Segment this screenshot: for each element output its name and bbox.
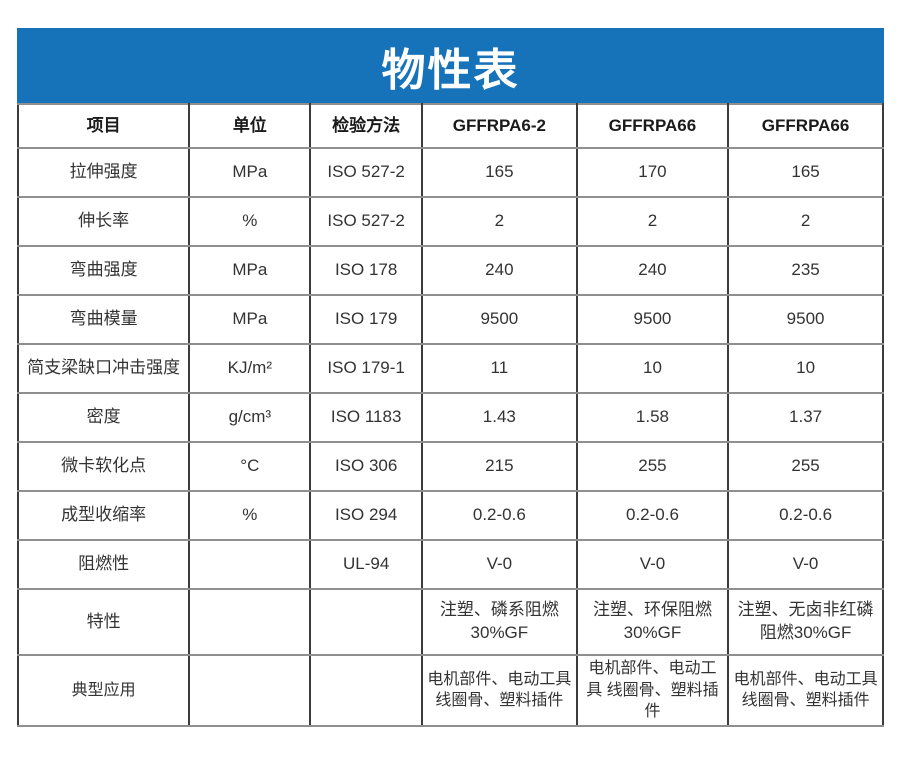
row-item-label: 典型应用 (16, 654, 191, 727)
header-row: 项目 单位 检验方法 GFFRPA6-2 GFFRPA66 GFFRPA66 (16, 103, 884, 149)
row-value-3: 235 (727, 245, 884, 296)
row-value-2: 170 (575, 147, 730, 198)
table-row: 典型应用 电机部件、电动工具 线圈骨、塑料插件 电机部件、电动工具 线圈骨、塑料… (16, 654, 884, 727)
table-row: 成型收缩率 % ISO 294 0.2-0.6 0.2-0.6 0.2-0.6 (16, 490, 884, 541)
table-title-bar: 物性表 (17, 28, 884, 103)
row-unit (188, 654, 312, 727)
row-item-label: 成型收缩率 (16, 490, 191, 541)
column-header-grade-2: GFFRPA66 (575, 103, 730, 149)
row-item-label: 密度 (16, 392, 191, 443)
row-method: ISO 527-2 (309, 147, 423, 198)
row-value-3: 9500 (727, 294, 884, 345)
column-header-item: 项目 (16, 103, 191, 149)
row-unit: g/cm³ (188, 392, 312, 443)
row-method: ISO 1183 (309, 392, 423, 443)
table-row: 密度 g/cm³ ISO 1183 1.43 1.58 1.37 (16, 392, 884, 443)
table-row: 伸长率 % ISO 527-2 2 2 2 (16, 196, 884, 247)
row-value-1: V-0 (420, 539, 578, 590)
row-value-3: 1.37 (727, 392, 884, 443)
column-header-unit: 单位 (188, 103, 312, 149)
row-value-1: 215 (420, 441, 578, 492)
row-unit: % (188, 196, 312, 247)
row-method (309, 588, 423, 656)
properties-table: 项目 单位 检验方法 GFFRPA6-2 GFFRPA66 GFFRPA66 拉… (16, 103, 884, 727)
row-unit (188, 588, 312, 656)
table-row: 拉伸强度 MPa ISO 527-2 165 170 165 (16, 147, 884, 198)
row-unit: KJ/m² (188, 343, 312, 394)
row-value-3: 注塑、无卤非红磷 阻燃30%GF (727, 588, 884, 656)
row-value-1: 240 (420, 245, 578, 296)
row-value-3: V-0 (727, 539, 884, 590)
row-item-label: 简支梁缺口冲击强度 (16, 343, 191, 394)
row-method: ISO 306 (309, 441, 423, 492)
row-method (309, 654, 423, 727)
row-value-2: 1.58 (575, 392, 730, 443)
row-value-3: 255 (727, 441, 884, 492)
row-item-label: 弯曲强度 (16, 245, 191, 296)
column-header-grade-3: GFFRPA66 (727, 103, 884, 149)
row-method: UL-94 (309, 539, 423, 590)
row-value-3: 10 (727, 343, 884, 394)
property-sheet: 物性表 项目 单位 检验方法 GFFRPA6-2 GFFRPA66 GFFRPA… (16, 28, 884, 727)
row-item-label: 特性 (16, 588, 191, 656)
row-value-1: 电机部件、电动工具 线圈骨、塑料插件 (420, 654, 578, 727)
row-value-1: 9500 (420, 294, 578, 345)
row-item-label: 伸长率 (16, 196, 191, 247)
column-header-grade-1: GFFRPA6-2 (420, 103, 578, 149)
row-value-3: 0.2-0.6 (727, 490, 884, 541)
row-value-1: 2 (420, 196, 578, 247)
row-item-label: 弯曲模量 (16, 294, 191, 345)
row-unit: % (188, 490, 312, 541)
row-method: ISO 178 (309, 245, 423, 296)
row-value-3: 电机部件、电动工具 线圈骨、塑料插件 (727, 654, 884, 727)
table-row: 弯曲强度 MPa ISO 178 240 240 235 (16, 245, 884, 296)
page-title: 物性表 (381, 45, 520, 95)
table-row: 特性 注塑、磷系阻燃 30%GF 注塑、环保阻燃 30%GF 注塑、无卤非红磷 … (16, 588, 884, 656)
row-value-3: 2 (727, 196, 884, 247)
row-unit: MPa (188, 147, 312, 198)
row-value-3: 165 (727, 147, 884, 198)
row-value-2: 10 (575, 343, 730, 394)
table-row: 微卡软化点 °C ISO 306 215 255 255 (16, 441, 884, 492)
row-value-2: 0.2-0.6 (575, 490, 730, 541)
row-unit: MPa (188, 245, 312, 296)
table-row: 简支梁缺口冲击强度 KJ/m² ISO 179-1 11 10 10 (16, 343, 884, 394)
row-item-label: 拉伸强度 (16, 147, 191, 198)
row-value-1: 1.43 (420, 392, 578, 443)
row-value-2: 9500 (575, 294, 730, 345)
table-row: 阻燃性 UL-94 V-0 V-0 V-0 (16, 539, 884, 590)
row-value-2: 电机部件、电动工具 线圈骨、塑料插件 (575, 654, 730, 727)
row-value-2: 2 (575, 196, 730, 247)
row-value-2: V-0 (575, 539, 730, 590)
row-item-label: 阻燃性 (16, 539, 191, 590)
row-unit: MPa (188, 294, 312, 345)
column-header-method: 检验方法 (309, 103, 423, 149)
row-value-2: 注塑、环保阻燃 30%GF (575, 588, 730, 656)
row-unit: °C (188, 441, 312, 492)
row-value-1: 165 (420, 147, 578, 198)
row-value-1: 11 (420, 343, 578, 394)
row-item-label: 微卡软化点 (16, 441, 191, 492)
row-value-2: 255 (575, 441, 730, 492)
table-row: 弯曲模量 MPa ISO 179 9500 9500 9500 (16, 294, 884, 345)
row-value-1: 注塑、磷系阻燃 30%GF (420, 588, 578, 656)
row-value-2: 240 (575, 245, 730, 296)
row-method: ISO 527-2 (309, 196, 423, 247)
row-unit (188, 539, 312, 590)
row-value-1: 0.2-0.6 (420, 490, 578, 541)
row-method: ISO 294 (309, 490, 423, 541)
row-method: ISO 179 (309, 294, 423, 345)
row-method: ISO 179-1 (309, 343, 423, 394)
